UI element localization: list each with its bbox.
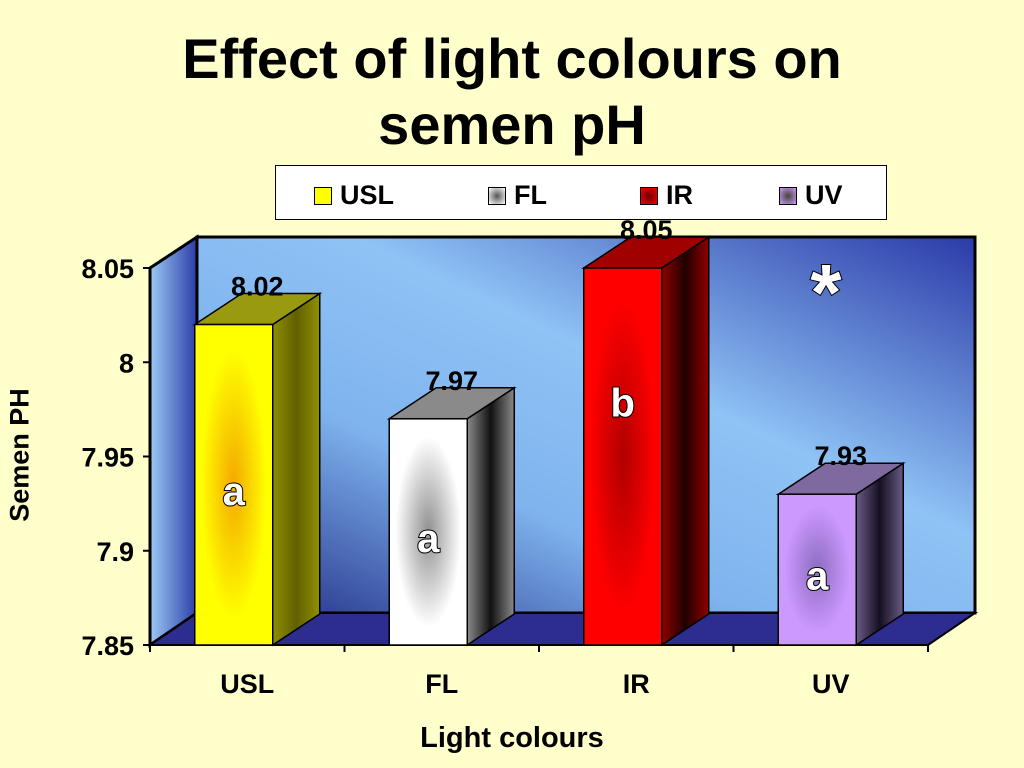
bar-front-fl	[388, 418, 468, 646]
legend-item-usl: USL	[314, 180, 394, 211]
x-axis-ticks: USL FL IR UV	[149, 645, 929, 699]
bar-usl	[192, 292, 323, 647]
legend-swatch-ir	[640, 186, 658, 205]
chart-title: Effect of light colours on semen pH	[0, 26, 1024, 158]
data-label-uv: 7.93	[814, 441, 867, 471]
data-label-usl: 8.02	[231, 272, 284, 302]
legend-label-uv: UV	[805, 180, 843, 210]
significance-letter-uv: a	[806, 555, 829, 599]
bar-uv	[775, 461, 906, 647]
significance-letter-fl: a	[417, 517, 440, 561]
legend-swatch-fl	[488, 186, 506, 205]
legend-label-fl: FL	[514, 180, 547, 210]
bar-side-ir	[661, 235, 710, 647]
data-label-fl: 7.97	[425, 366, 478, 396]
bar-front-usl	[194, 323, 274, 646]
x-tick-label-ir: IR	[623, 669, 650, 699]
legend-swatch-usl	[314, 186, 332, 205]
bar-front-uv	[777, 493, 857, 646]
bar-fl	[386, 386, 517, 647]
legend-label-usl: USL	[340, 180, 394, 210]
chart-side-wall	[148, 234, 199, 648]
bar-front-ir	[583, 267, 663, 646]
x-axis-label: Light colours	[420, 722, 604, 754]
chart-legend: USL FL IR UV	[275, 165, 887, 220]
significance-letter-usl: a	[223, 470, 246, 514]
significance-letter-ir: b	[611, 382, 635, 426]
y-tick-label: 7.9	[96, 537, 134, 567]
y-axis-ticks: 7.85 7.9 7.95 8 8.05	[81, 254, 150, 661]
bar-side-uv	[855, 461, 904, 647]
y-tick-label: 7.95	[81, 443, 134, 473]
data-label-ir: 8.05	[620, 215, 673, 245]
y-tick-label: 8.05	[81, 254, 134, 284]
y-tick-label: 7.85	[81, 631, 134, 661]
legend-item-fl: FL	[488, 180, 547, 211]
legend-item-ir: IR	[640, 180, 693, 211]
significance-star: *	[810, 248, 842, 337]
x-tick-label-fl: FL	[425, 669, 458, 699]
legend-label-ir: IR	[666, 180, 693, 210]
chart-title-line-2: semen pH	[378, 93, 646, 156]
x-tick-label-usl: USL	[220, 669, 274, 699]
bar-side-usl	[272, 292, 321, 647]
chart-title-line-1: Effect of light colours on	[182, 27, 842, 90]
legend-swatch-uv	[779, 186, 797, 205]
y-tick-label: 8	[119, 348, 134, 378]
bar-ir	[581, 235, 712, 647]
legend-item-uv: UV	[779, 180, 843, 211]
bar-side-fl	[466, 386, 515, 647]
bars: 8.02 a 7.97 a 8.05 b 7.93 a	[192, 215, 906, 647]
x-tick-label-uv: UV	[812, 669, 850, 699]
